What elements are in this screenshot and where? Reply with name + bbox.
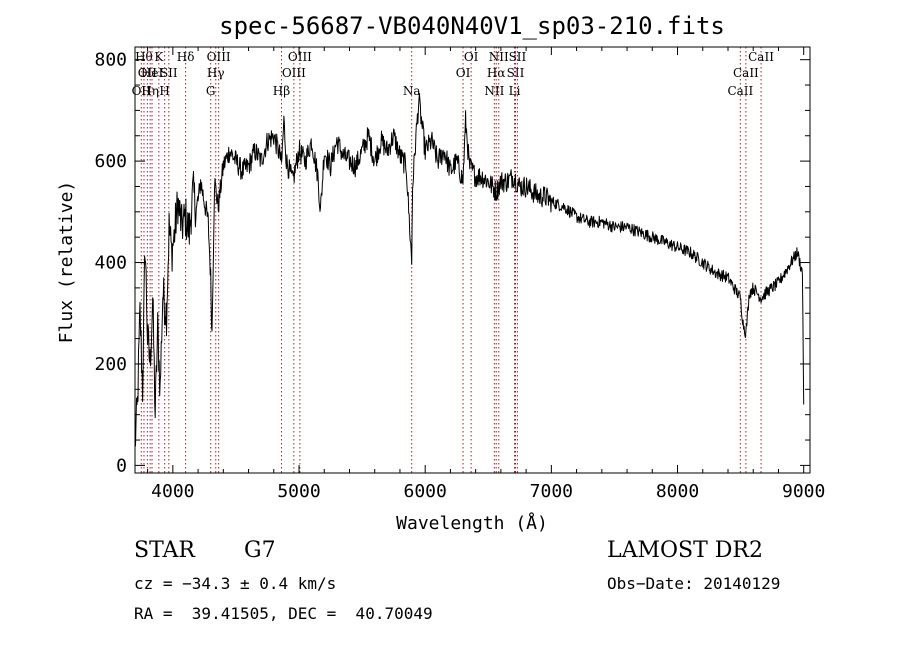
x-axis-title: Wavelength (Å)	[396, 512, 548, 534]
x-tick-label-3: 7000	[530, 481, 573, 502]
spectrum-line	[134, 92, 805, 447]
redshift-readout: cz = −34.3 ± 0.4 km/s	[134, 574, 337, 593]
y-tick-label-1: 200	[94, 354, 127, 375]
marker-label-7: SII	[160, 66, 178, 80]
spectral-line-markers: OIIHθOIIHηHeIKHSIIHδGHγOIIIHβOIIIOIIINaO…	[132, 47, 774, 473]
x-tick-label-0: 4000	[151, 481, 194, 502]
object-subclass: G7	[244, 538, 276, 563]
x-tick-label-5: 9000	[782, 481, 825, 502]
x-tick-label-4: 8000	[656, 481, 699, 502]
marker-label-17: OI	[464, 50, 479, 64]
axis-ticks: 4000 5000 6000 7000 8000 9000 0 200 400 600 800	[94, 47, 825, 502]
x-tick-label-1: 5000	[277, 481, 320, 502]
marker-label-8: Hδ	[177, 50, 195, 64]
marker-label-24: CaII	[727, 84, 753, 98]
marker-label-13: OIII	[282, 66, 306, 80]
marker-label-20: NII	[489, 50, 509, 64]
marker-label-23: SII	[509, 50, 527, 64]
marker-label-21: Li	[509, 84, 521, 98]
marker-label-9: G	[206, 84, 216, 98]
marker-label-26: CaII	[748, 50, 774, 64]
spectrum-series	[134, 92, 805, 447]
y-tick-label-0: 0	[116, 455, 127, 476]
marker-label-10: Hγ	[207, 66, 225, 80]
survey-label: LAMOST DR2	[607, 538, 763, 563]
x-tick-label-2: 6000	[404, 481, 447, 502]
marker-label-25: CaII	[733, 66, 759, 80]
marker-label-11: OIII	[207, 50, 231, 64]
y-axis-title: Flux (relative)	[56, 181, 77, 344]
coordinates-readout: RA = 39.41505, DEC = 40.70049	[134, 604, 433, 623]
marker-label-22: SII	[507, 66, 525, 80]
marker-label-1: Hθ	[135, 50, 153, 64]
y-tick-label-2: 400	[94, 253, 127, 274]
observation-date: Obs−Date: 20140129	[607, 574, 781, 593]
marker-label-0: OII	[132, 84, 152, 98]
chart-title: spec-56687-VB040N40V1_sp03-210.fits	[219, 12, 725, 40]
marker-label-18: NII	[484, 84, 504, 98]
marker-label-14: OIII	[288, 50, 312, 64]
marker-label-19: Hα	[487, 66, 506, 80]
marker-label-3: Hη	[141, 84, 159, 98]
marker-label-6: H	[159, 84, 169, 98]
plot-frame	[134, 46, 811, 474]
marker-label-15: Na	[403, 84, 421, 98]
object-class: STAR	[134, 538, 195, 563]
marker-label-12: Hβ	[273, 84, 290, 98]
y-tick-label-3: 600	[94, 151, 127, 172]
marker-label-5: K	[154, 50, 164, 64]
y-tick-label-4: 800	[94, 50, 127, 71]
marker-label-16: OI	[456, 66, 471, 80]
marker-label-4: HeI	[141, 66, 164, 80]
